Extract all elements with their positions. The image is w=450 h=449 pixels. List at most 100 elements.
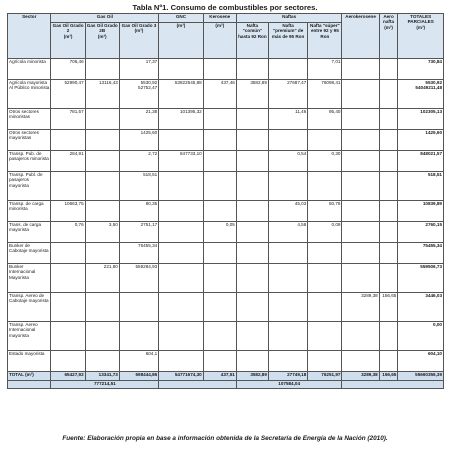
value-cell-go3: 2,72 — [118, 150, 160, 172]
value-cell-go2: 10663,75 — [50, 200, 86, 222]
total-cell: 10839,89 — [397, 200, 444, 222]
header-naftasuper: Nafta "súper" entre 92 y 95 Ron — [307, 22, 343, 59]
value-cell-ker — [202, 129, 237, 151]
value-cell-go2 — [50, 171, 86, 201]
value-cell-n92 — [235, 350, 269, 372]
value-cell-n95: 45,03 — [267, 200, 309, 222]
value-cell-go2 — [50, 321, 86, 351]
sector-cell: Agrícola mayorista Al Público minorista — [6, 79, 52, 109]
value-cell-ker — [202, 350, 237, 372]
value-cell-go2 — [50, 292, 86, 322]
go3-label: Gas Oil Grado 3 — [121, 23, 157, 29]
go2-unit: (m³) — [63, 33, 73, 39]
total-value-go2: 65427,92 — [50, 371, 86, 381]
table-row: Estado mayorista 604,1 604,10 — [6, 350, 444, 372]
value-cell-nsup — [307, 292, 343, 322]
total-label: TOTAL (m³) — [6, 371, 52, 381]
aeronafta-label: Aero nafta — [383, 14, 395, 25]
sums-empty-end — [341, 380, 444, 389]
total-value-go3: 698444,86 — [118, 371, 160, 381]
sector-cell: Transp. Aereo de Cabotaje mayorista — [6, 292, 52, 322]
value-cell-n92 — [235, 321, 269, 351]
value-cell-n95 — [267, 242, 309, 264]
value-cell-n92 — [235, 150, 269, 172]
value-cell-n92 — [235, 263, 269, 293]
value-cell-gnc — [158, 321, 204, 351]
total-value-go2b: 13341,73 — [84, 371, 120, 381]
header-sector: Sector — [6, 13, 52, 59]
value-cell-go2b: 3,50 — [84, 221, 120, 243]
value-cell-go2b — [84, 150, 120, 172]
value-cell-aeron — [378, 242, 399, 264]
total-cell: 848021,57 — [397, 150, 444, 172]
value-cell-gnc — [158, 350, 204, 372]
value-cell-go3: 75455,34 — [118, 242, 160, 264]
value-cell-n92 — [235, 171, 269, 201]
value-cell-aerok — [341, 58, 380, 80]
sums-empty-mid — [158, 380, 237, 389]
value-cell-go3: 559284,93 — [118, 263, 160, 293]
value-cell-go3 — [118, 321, 160, 351]
value-cell-aeron — [378, 79, 399, 109]
value-cell-gnc: 847733,10 — [158, 150, 204, 172]
total-value-n95: 27749,18 — [267, 371, 309, 381]
value-cell-ker — [202, 171, 237, 201]
value-cell-aerok: 3289,38 — [341, 292, 380, 322]
value-cell-go3: 2751,17 — [118, 221, 160, 243]
value-cell-go3: 21,38 — [118, 108, 160, 130]
total-cell: 1425,60 — [397, 129, 444, 151]
naftas-sum: 107584,04 — [235, 380, 343, 389]
value-cell-aeron — [378, 350, 399, 372]
go2b-unit: (m³) — [97, 33, 107, 39]
sector-cell: Bunker de Cabotaje mayorista — [6, 242, 52, 264]
value-cell-n92 — [235, 292, 269, 322]
total-cell: 102305,13 — [397, 108, 444, 130]
sector-cell: Transp. Aereo Internacional mayorista — [6, 321, 52, 351]
value-cell-go2b — [84, 200, 120, 222]
table-body: Agrícola minorista 706,46 17,37 7,01 730,84 A… — [6, 58, 444, 389]
source-footer: Fuente: Elaboración propia en base a inf… — [62, 435, 388, 442]
value-cell-go2b — [84, 242, 120, 264]
header-nafta92: Nafta "común" hasta 92 Ron — [235, 22, 269, 59]
table-row: Transp. Publ. de pasajeros mayorista 518,… — [6, 171, 444, 201]
value-cell-nsup — [307, 242, 343, 264]
value-cell-aerok — [341, 171, 380, 201]
value-cell-go2 — [50, 242, 86, 264]
table-row: Bunker Internacional Mayorista 221,80 5592… — [6, 263, 444, 293]
value-cell-nsup: 95,40 — [307, 108, 343, 130]
value-cell-n92 — [235, 200, 269, 222]
table-row: Otros sectores minoristas 781,57 21,38 1013… — [6, 108, 444, 130]
total-value-ker: 437,51 — [202, 371, 237, 381]
value-cell-aeron — [378, 129, 399, 151]
value-cell-aerok — [341, 150, 380, 172]
value-cell-go2b — [84, 321, 120, 351]
value-cell-n92: 3582,89 — [235, 79, 269, 109]
value-cell-aerok — [341, 263, 380, 293]
value-cell-aeron — [378, 58, 399, 80]
value-cell-gnc — [158, 200, 204, 222]
value-cell-aerok — [341, 350, 380, 372]
value-cell-go2b — [84, 108, 120, 130]
value-cell-aeron — [378, 150, 399, 172]
value-cell-ker — [202, 200, 237, 222]
value-cell-gnc — [158, 263, 204, 293]
value-cell-go3: 604,1 — [118, 350, 160, 372]
value-cell-n95 — [267, 321, 309, 351]
value-cell-gnc: 53822545,88 — [158, 79, 204, 109]
value-cell-go2b — [84, 58, 120, 80]
value-cell-n95 — [267, 58, 309, 80]
value-cell-go2: 52990,47 — [50, 79, 86, 109]
total-value-aerok: 3289,38 — [341, 371, 380, 381]
value-cell-gnc — [158, 58, 204, 80]
value-cell-n95: 4,58 — [267, 221, 309, 243]
table-row: Agrícola minorista 706,46 17,37 7,01 730,84 — [6, 58, 444, 80]
value-cell-go2: 0,76 — [50, 221, 86, 243]
value-cell-gnc — [158, 221, 204, 243]
value-cell-ker — [202, 150, 237, 172]
table-row: Bunker de Cabotaje mayorista 75455,34 7545… — [6, 242, 444, 264]
value-cell-ker — [202, 58, 237, 80]
go2-label: Gas Oil Grado 2 — [52, 23, 84, 34]
value-cell-n92 — [235, 221, 269, 243]
value-cell-nsup: 7,01 — [307, 58, 343, 80]
header-go2: Gas Oil Grado 2 (m³) — [50, 22, 86, 59]
